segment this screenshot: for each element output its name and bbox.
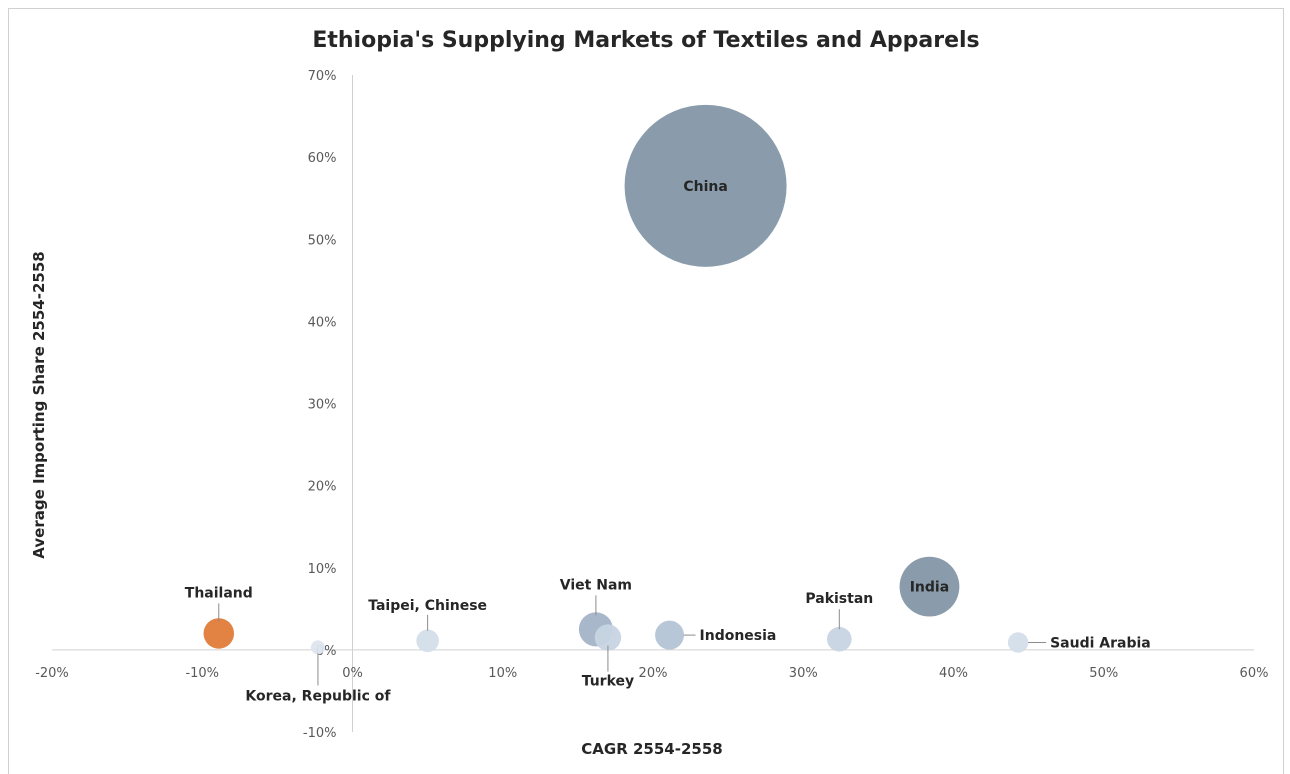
bubble	[310, 640, 325, 655]
y-axis-title: Average Importing Share 2554-2558	[30, 251, 48, 558]
x-tick-label: 0%	[342, 666, 363, 681]
bubble-label: Saudi Arabia	[1050, 635, 1151, 651]
x-tick-label: 60%	[1240, 666, 1269, 681]
y-tick-label: 30%	[308, 398, 337, 413]
y-tick-label: 60%	[308, 151, 337, 166]
x-axis-title: CAGR 2554-2558	[581, 740, 722, 758]
bubbles	[203, 104, 1029, 655]
bubble-label: China	[683, 179, 727, 195]
y-tick-label: 40%	[308, 315, 337, 330]
bubble-label: Viet Nam	[560, 577, 632, 593]
bubble	[827, 626, 852, 652]
bubble-label: Taipei, Chinese	[368, 598, 487, 614]
x-tick-label: -10%	[185, 666, 219, 681]
bubble	[655, 620, 684, 650]
axes	[52, 75, 1254, 732]
x-tick-label: 40%	[939, 666, 968, 681]
y-tick-label: 20%	[308, 480, 337, 495]
x-tick-label: 30%	[789, 666, 818, 681]
bubble	[1007, 632, 1029, 653]
x-tick-label: -20%	[35, 666, 69, 681]
bubble-label: Pakistan	[805, 591, 873, 607]
bubble-labels: China India Viet Nam Turkey Indonesia Pakista…	[185, 179, 1151, 705]
y-tick-label: 10%	[308, 562, 337, 577]
x-tick-label: 20%	[639, 666, 668, 681]
bubble	[416, 629, 439, 653]
bubble	[624, 104, 787, 267]
bubble-label: Indonesia	[700, 628, 777, 644]
chart-title: Ethiopia's Supplying Markets of Textiles…	[312, 28, 979, 53]
x-tick-label: 10%	[488, 666, 517, 681]
x-tick-label: 50%	[1089, 666, 1118, 681]
bubble	[203, 618, 235, 649]
y-tick-label: 70%	[308, 69, 337, 84]
bubble	[899, 556, 960, 617]
y-tick-label: 50%	[308, 233, 337, 248]
bubble-label: Korea, Republic of	[245, 688, 391, 704]
tick-labels: -20% -10% 0% 10% 20% 30% 40% 50% 60%-10%0%10%20%…	[35, 69, 1268, 741]
bubble	[594, 624, 622, 651]
y-tick-label: -10%	[303, 726, 337, 741]
bubble-label: Thailand	[185, 585, 253, 601]
bubble-label: India	[910, 580, 949, 596]
bubble-label: Turkey	[582, 674, 634, 690]
